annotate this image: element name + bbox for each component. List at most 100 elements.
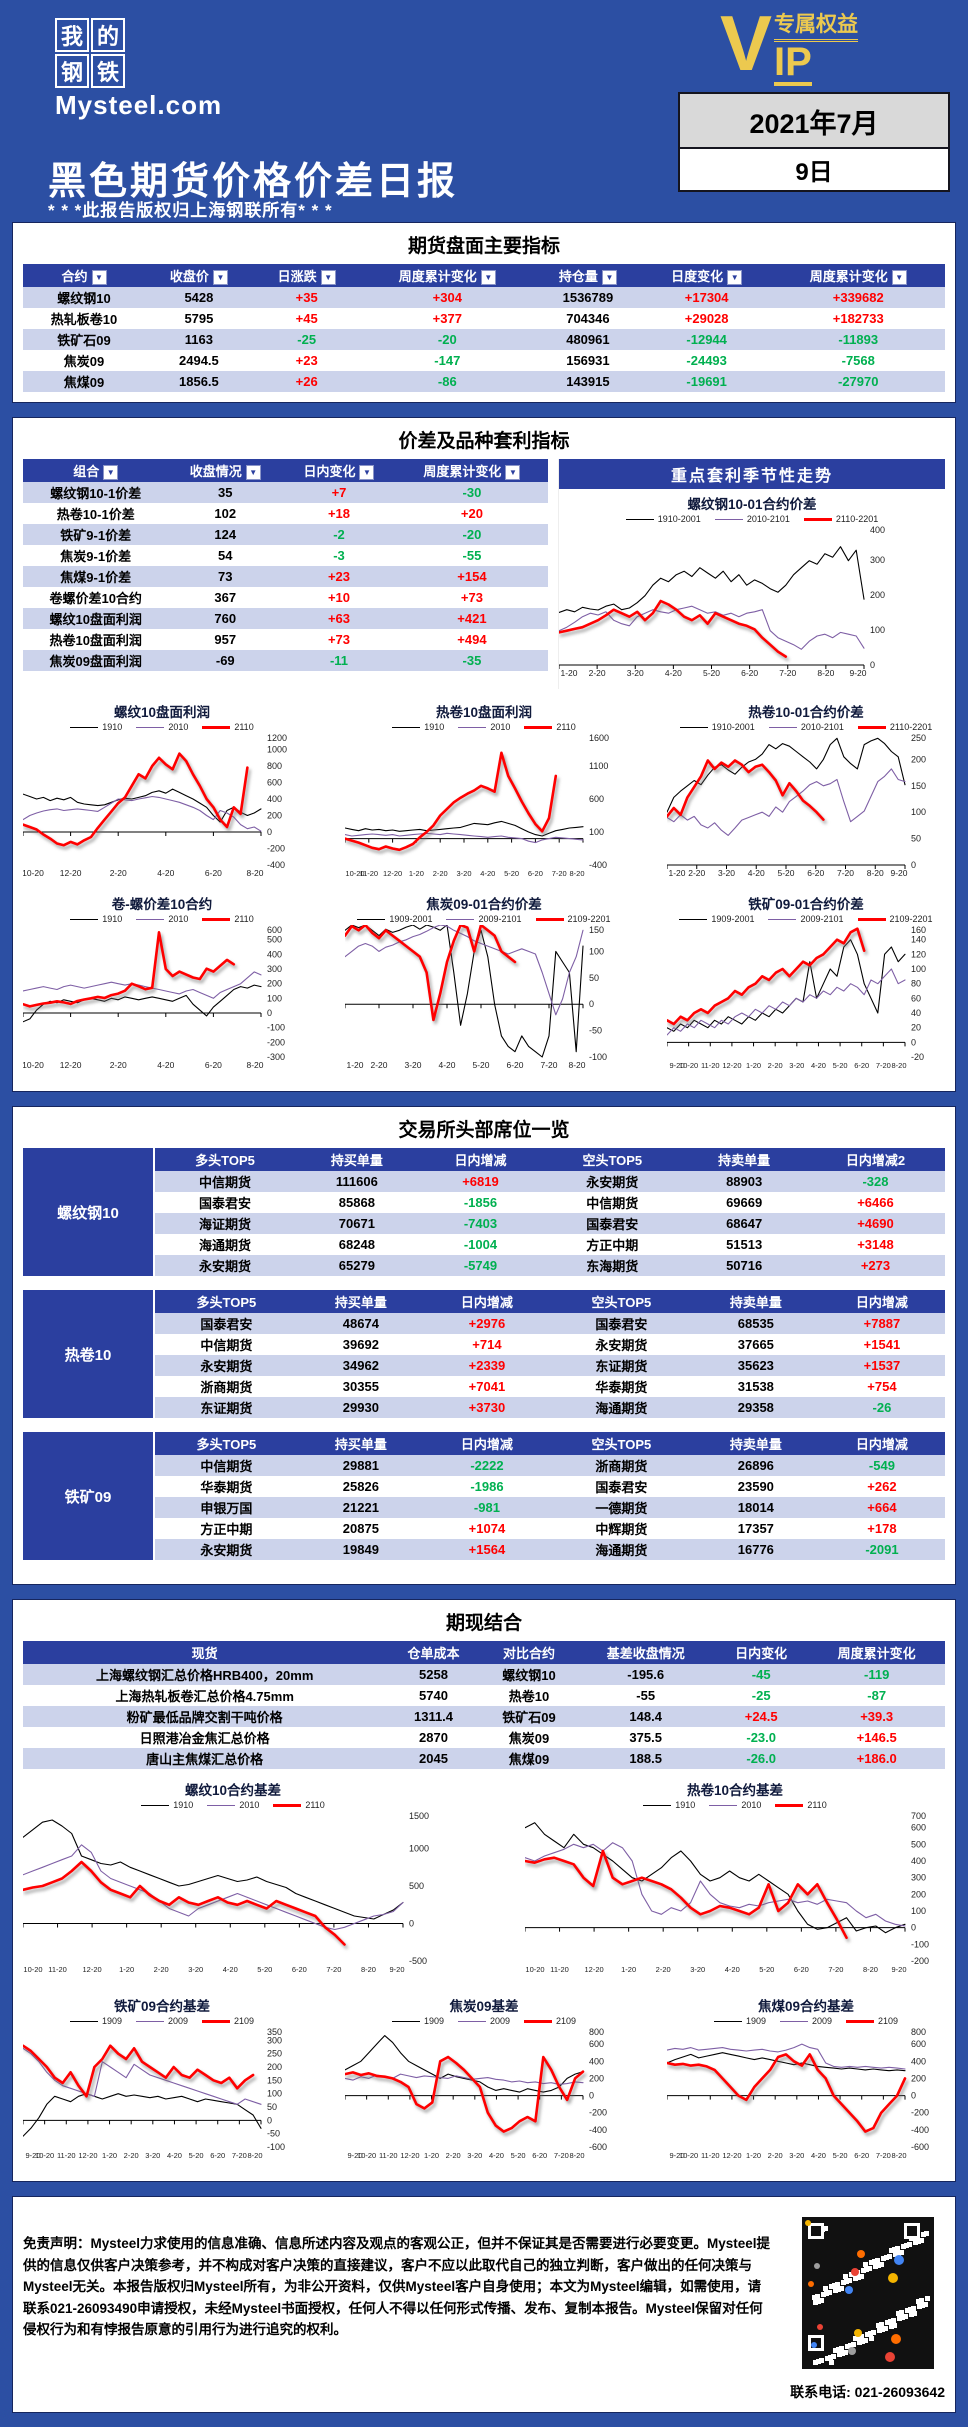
y-axis-tick-label: 1500 [409,1811,429,1821]
filter-dropdown-icon[interactable]: ▼ [480,270,496,286]
value-cell: +1537 [818,1355,945,1377]
value-cell: -19691 [641,371,772,393]
value-cell: 2494.5 [179,353,219,369]
value-cell: 25826 [342,1479,379,1495]
x-axis-tick-label: 8-20 [863,1965,878,1974]
x-axis-tick-label: 9-20 [669,1061,684,1070]
x-axis-tick-label: 11-20 [379,2151,398,2160]
qr-code [801,2217,934,2370]
legend-line-swatch [535,917,564,921]
value-cell: -549 [818,1455,945,1477]
value-cell: 2870 [419,1730,448,1746]
filter-dropdown-icon[interactable]: ▼ [245,465,261,481]
value-cell: +273 [805,1255,945,1277]
x-axis-tick-label: 2-20 [124,2151,139,2160]
series-line-2009-2101 [344,924,584,1016]
value-cell: -1986 [470,1479,504,1495]
column-header-label: 日度变化 [671,269,724,284]
series-line-2110 [21,1860,346,1946]
x-axis-tick-label: 7-20 [326,1965,341,1974]
value-cell: 1311.4 [386,1706,481,1728]
series-line-1910-2001 [666,737,906,813]
column-header: 基差收盘情况 [577,1641,715,1665]
value-cell: -25 [751,1688,771,1704]
chart-title: 铁矿09-01合约价差 [748,897,864,913]
y-axis-tick-label: 50 [589,973,599,983]
y-axis-tick-label: 800 [267,761,282,771]
x-axis-tick-label: 2-20 [110,1060,127,1070]
series-line-1909 [344,2035,584,2093]
filter-dropdown-icon[interactable]: ▼ [505,465,521,481]
y-axis-tick-label: 600 [267,778,282,788]
x-axis-tick-label: 2-20 [688,868,705,878]
x-axis-tick-label: 4-20 [167,2151,182,2160]
filter-dropdown-icon[interactable]: ▼ [891,270,907,286]
y-axis-tick-label: 200 [911,754,926,764]
y-axis-tick-label: -200 [589,2108,607,2118]
value-cell: -30 [395,482,548,504]
x-axis-tick-label: 4-20 [811,2151,826,2160]
filter-dropdown-icon[interactable]: ▼ [359,465,375,481]
y-axis-tick-label: 250 [267,2049,282,2059]
column-header-label: 周度累计变化 [398,269,477,284]
y-axis-tick-label: 250 [911,733,926,743]
column-header: 组合 ▼ [23,459,169,483]
series-line-2010-2101 [558,605,865,650]
value-cell: 16776 [692,1539,819,1561]
x-axis-tick-label: 4-20 [665,668,682,678]
filter-funnel-icon[interactable]: ▼ [91,270,107,286]
x-axis-tick-label: 6-20 [794,1965,809,1974]
value-cell: 21221 [297,1497,424,1519]
x-axis-tick-label: 3-20 [145,2151,160,2160]
chart-title: 螺纹钢10-01合约价差 [687,497,817,513]
table-row: 国泰君安 48674 +2976 国泰君安 68535 +7887 [155,1313,945,1335]
table-row: 螺纹钢10 5428 +35 +304 1536789 +17304 +339682 [23,287,945,309]
y-axis-tick-label: 0 [589,999,594,1009]
chart-title: 焦炭09基差 [449,1999,519,2015]
x-axis-tick-label: 11-20 [550,1965,569,1974]
y-axis-tick-label: 400 [870,525,885,535]
legend-label: 2109 [878,2016,899,2027]
legend-label: 2010 [741,1800,762,1811]
value-cell: 760 [168,608,283,630]
column-header: 持买单量 [297,1290,424,1314]
table-row: 华泰期货 25826 -1986 国泰君安 23590 +262 [155,1476,945,1497]
value-cell: -20 [395,524,548,546]
x-axis-tick-label: 12-20 [584,1965,603,1974]
filter-dropdown-icon[interactable]: ▼ [212,270,228,286]
y-axis-tick-label: 200 [267,979,282,989]
x-axis-tick-label: 12-20 [400,2151,419,2160]
seat-block: 螺纹钢10 多头TOP5 持买单量 日内增减 空头TOP5 持卖单量 日内增减2 中信期货 11… [23,1148,945,1277]
vip-privilege-label: 专属权益 [774,8,858,42]
y-axis-tick-label: -300 [267,1052,285,1062]
y-axis-tick-label: 400 [911,2056,926,2066]
legend-label: 1910-2001 [657,514,701,525]
x-axis-tick-label: 5-20 [703,668,720,678]
row-label-cell: 华泰期货 [200,1480,253,1496]
panel-title: 期货盘面主要指标 [407,236,560,257]
row-label-cell: 卷螺价差10合约 [49,591,142,607]
value-cell: +2339 [423,1355,550,1377]
filter-dropdown-icon[interactable]: ▼ [727,270,743,286]
chart-iron-09-basis: 铁矿09合约基差 1909 2009 2109 9-20 10-20 11-20 12-20 1… [21,1995,301,2167]
legend-label: 2110 [305,1800,325,1811]
row-label-cell: 方正中期 [200,1522,253,1538]
value-cell: +73 [327,632,351,648]
chart-plot: 9-2010-20 11-20 12-20 1-20 2-20 3-20 4-20 5-20 6… [343,2027,607,2160]
y-axis-tick-label: 20 [911,1023,921,1033]
chart-plot: 9-2010-20 11-20 12-20 1-20 2-20 3-20 4-20 5-20 6… [21,2027,285,2160]
value-cell: +262 [867,1479,897,1495]
legend-line-swatch [714,518,743,520]
chart-hc-10-01-spread: 热卷10-01合约价差 1910-2001 2010-2101 2110-2201 1-… [665,701,945,885]
y-axis-tick-label: 300 [911,1873,926,1883]
value-cell: -87 [867,1688,887,1704]
filter-dropdown-icon[interactable]: ▼ [601,270,617,286]
filter-dropdown-icon[interactable]: ▼ [320,270,336,286]
seats-blocks: 螺纹钢10 多头TOP5 持买单量 日内增减 空头TOP5 持卖单量 日内增减2 中信期货 11… [23,1148,945,1561]
column-header-label: 空头TOP5 [591,1437,652,1453]
chart-plot: 1-20 2-20 3-20 4-20 5-20 6-20 7-20 8-20 150 100 50… [343,923,607,1070]
filter-funnel-icon[interactable]: ▼ [103,465,119,481]
x-axis-tick-label: 12-20 [78,2151,97,2160]
y-axis-tick-label: 500 [267,935,282,945]
spreads-table: 组合 ▼ 收盘情况 ▼ 日内变化 ▼ 周度累计变化 ▼ 螺纹钢10-1价差 35 +7 -30 热卷10… [23,459,548,672]
